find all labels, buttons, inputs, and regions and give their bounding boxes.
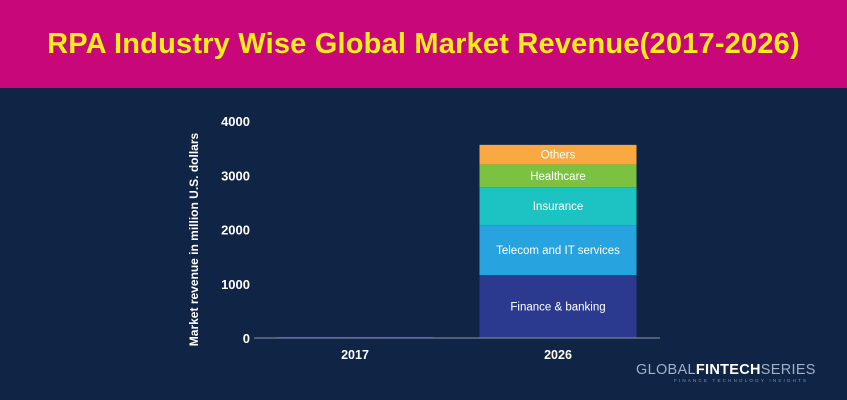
- stacked-bar-chart: 0 1000 2000 3000 4000 Market revenue in milli…: [187, 114, 660, 362]
- brand-logo-wordmark: GLOBALFINTECHSERIES: [636, 362, 832, 378]
- bar-segment-label: Insurance: [533, 201, 584, 213]
- brand-logo: GLOBALFINTECHSERIES FINANCE TECHNOLOGY I…: [636, 362, 832, 384]
- brand-logo-part-fintech: FINTECH: [695, 362, 761, 378]
- y-tick-label: 3000: [221, 168, 250, 183]
- y-axis-label: Market revenue in million U.S. dollars: [187, 132, 201, 346]
- brand-logo-part-series: SERIES: [760, 362, 816, 378]
- bar-segment: [479, 164, 637, 188]
- bar-segment-label: Healthcare: [530, 171, 586, 183]
- bar-segment: [276, 336, 434, 338]
- brand-logo-tagline: FINANCE TECHNOLOGY INSIGHTS: [674, 378, 809, 383]
- y-tick-label: 2000: [221, 223, 250, 238]
- title-banner: RPA Industry Wise Global Market Revenue(…: [0, 0, 847, 88]
- y-tick-label: 1000: [221, 277, 250, 292]
- page-title: RPA Industry Wise Global Market Revenue(…: [47, 27, 800, 60]
- brand-logo-part-global: GLOBAL: [636, 362, 696, 378]
- chart-area: 0 1000 2000 3000 4000 Market revenue in milli…: [0, 88, 847, 400]
- y-tick-label: 0: [243, 331, 250, 346]
- bar-segment-label: Telecom and IT services: [496, 245, 620, 257]
- x-tick-label: 2017: [341, 348, 369, 362]
- bar-segment: [479, 225, 637, 276]
- x-tick-label: 2026: [544, 348, 572, 362]
- y-tick-label: 4000: [221, 114, 250, 129]
- bar-segment: [479, 144, 637, 165]
- bar-segment-label: Others: [541, 150, 576, 162]
- bar-segment-label: Finance & banking: [510, 302, 605, 314]
- bar-segment: [479, 187, 637, 226]
- bar-segment: [479, 275, 637, 338]
